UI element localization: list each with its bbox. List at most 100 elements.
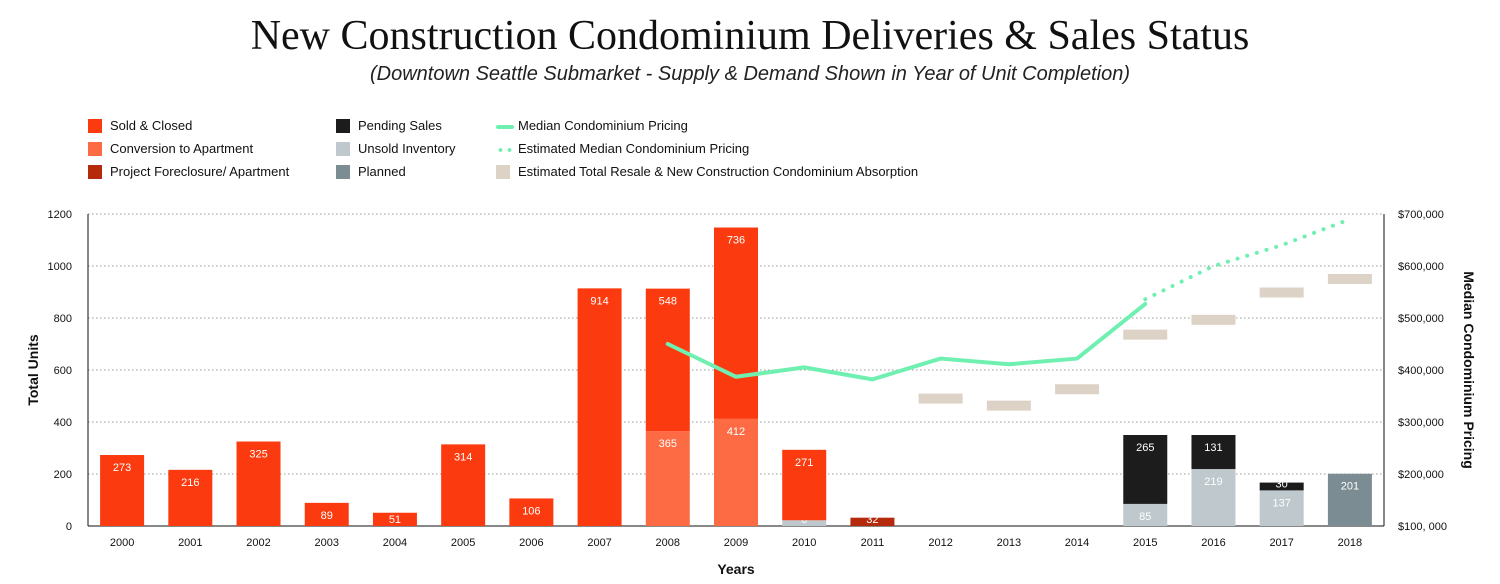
data-label: 131 — [1204, 442, 1222, 454]
legend-swatch — [336, 142, 350, 156]
bar-segment — [509, 498, 554, 526]
legend-swatch — [336, 119, 350, 133]
bar-segment — [100, 455, 145, 526]
chart-title: New Construction Condominium Deliveries … — [250, 13, 1250, 59]
legend-swatch — [496, 125, 514, 129]
y-tick-label: 800 — [54, 313, 72, 325]
bar-segment — [782, 449, 827, 521]
bar-segment — [372, 512, 417, 526]
bar-segment — [1327, 473, 1372, 526]
bar-segment — [850, 517, 895, 526]
legend-swatch — [88, 142, 102, 156]
data-label: 106 — [522, 505, 540, 517]
absorption-marker — [1259, 287, 1304, 298]
x-tick-label: 2016 — [1201, 537, 1225, 549]
y-right-tick-label: $300,000 — [1398, 417, 1444, 429]
legend-swatch — [496, 165, 510, 179]
data-label: 137 — [1273, 497, 1291, 509]
chart-subtitle: (Downtown Seattle Submarket - Supply & D… — [369, 63, 1130, 85]
x-tick-label: 2014 — [1065, 537, 1089, 549]
bar-segment — [714, 227, 758, 419]
data-label: 412 — [727, 426, 745, 438]
x-tick-label: 2006 — [519, 537, 543, 549]
x-tick-label: 2004 — [383, 537, 407, 549]
bar-segment — [1123, 503, 1168, 526]
legend-label: Planned — [358, 164, 406, 179]
x-tick-label: 2008 — [656, 537, 680, 549]
legend-label: Pending Sales — [358, 118, 442, 133]
legend-swatch — [88, 119, 102, 133]
data-label: 273 — [113, 462, 131, 474]
data-label: 85 — [1139, 511, 1151, 523]
y-right-tick-label: $200,000 — [1398, 469, 1444, 481]
data-label: 32 — [866, 514, 878, 526]
x-tick-label: 2009 — [724, 537, 748, 549]
y-tick-label: 400 — [54, 417, 72, 429]
legend-label: Conversion to Apartment — [110, 141, 254, 156]
legend-swatch — [336, 165, 350, 179]
x-tick-label: 2010 — [792, 537, 816, 549]
y-axis-label: Total Units — [25, 334, 41, 406]
y-tick-label: 1000 — [48, 261, 72, 273]
x-tick-label: 2002 — [246, 537, 270, 549]
y-tick-label: 200 — [54, 469, 72, 481]
data-label: 265 — [1136, 442, 1154, 454]
estimated-median-price-line — [1143, 217, 1352, 302]
bar-segment — [1191, 435, 1236, 470]
absorption-marker — [1191, 314, 1236, 325]
bar-segment — [1259, 490, 1304, 526]
bar-segment — [236, 441, 281, 526]
legend-label: Median Condominium Pricing — [518, 118, 688, 133]
x-tick-label: 2015 — [1133, 537, 1157, 549]
legend-swatch — [496, 148, 514, 152]
data-label: 201 — [1341, 481, 1359, 493]
data-label: 325 — [249, 449, 267, 461]
y-tick-label: 600 — [54, 365, 72, 377]
x-tick-label: 2001 — [178, 537, 202, 549]
y-right-tick-label: $700,000 — [1398, 209, 1444, 221]
y-tick-label: 1200 — [48, 209, 72, 221]
y-tick-label: 0 — [66, 521, 72, 533]
bar-segment — [304, 502, 349, 526]
x-tick-label: 2005 — [451, 537, 475, 549]
x-tick-label: 2013 — [997, 537, 1021, 549]
data-label: 548 — [659, 296, 677, 308]
bar-segment — [782, 520, 827, 526]
data-label: 30 — [1276, 478, 1288, 490]
data-label: 365 — [659, 438, 677, 450]
data-label: 314 — [454, 451, 472, 463]
absorption-marker — [1123, 329, 1168, 340]
legend-label: Estimated Median Condominium Pricing — [518, 141, 750, 156]
x-tick-label: 2003 — [314, 537, 338, 549]
bar-segment — [1259, 482, 1304, 491]
y-right-axis-label: Median Condominium Pricing — [1461, 271, 1477, 469]
x-axis-label: Years — [717, 561, 755, 577]
x-tick-label: 2000 — [110, 537, 134, 549]
absorption-marker — [1327, 274, 1372, 284]
x-tick-label: 2011 — [861, 537, 885, 549]
absorption-marker — [986, 400, 1031, 411]
legend-label: Sold & Closed — [110, 118, 193, 133]
bar-segment — [168, 469, 213, 526]
y-right-tick-label: $400,000 — [1398, 365, 1444, 377]
bar-segment — [1191, 469, 1236, 526]
data-label: 219 — [1204, 476, 1222, 488]
bar-segment — [1123, 435, 1168, 504]
y-right-tick-label: $100, 000 — [1398, 521, 1447, 533]
absorption-marker — [918, 393, 963, 404]
x-tick-label: 2007 — [587, 537, 611, 549]
legend-label: Project Foreclosure/ Apartment — [110, 164, 290, 179]
y-right-tick-label: $500,000 — [1398, 313, 1444, 325]
bar-segment — [645, 431, 690, 526]
legend-swatch — [88, 165, 102, 179]
median-price-line — [665, 301, 1148, 382]
bar-segment — [441, 444, 486, 526]
legend-label: Unsold Inventory — [358, 141, 456, 156]
x-tick-label: 2017 — [1269, 537, 1293, 549]
data-label: 914 — [590, 295, 608, 307]
data-label: 51 — [389, 514, 401, 526]
data-label: 89 — [321, 510, 333, 522]
data-label: 271 — [795, 457, 813, 469]
data-label: 736 — [727, 235, 745, 247]
